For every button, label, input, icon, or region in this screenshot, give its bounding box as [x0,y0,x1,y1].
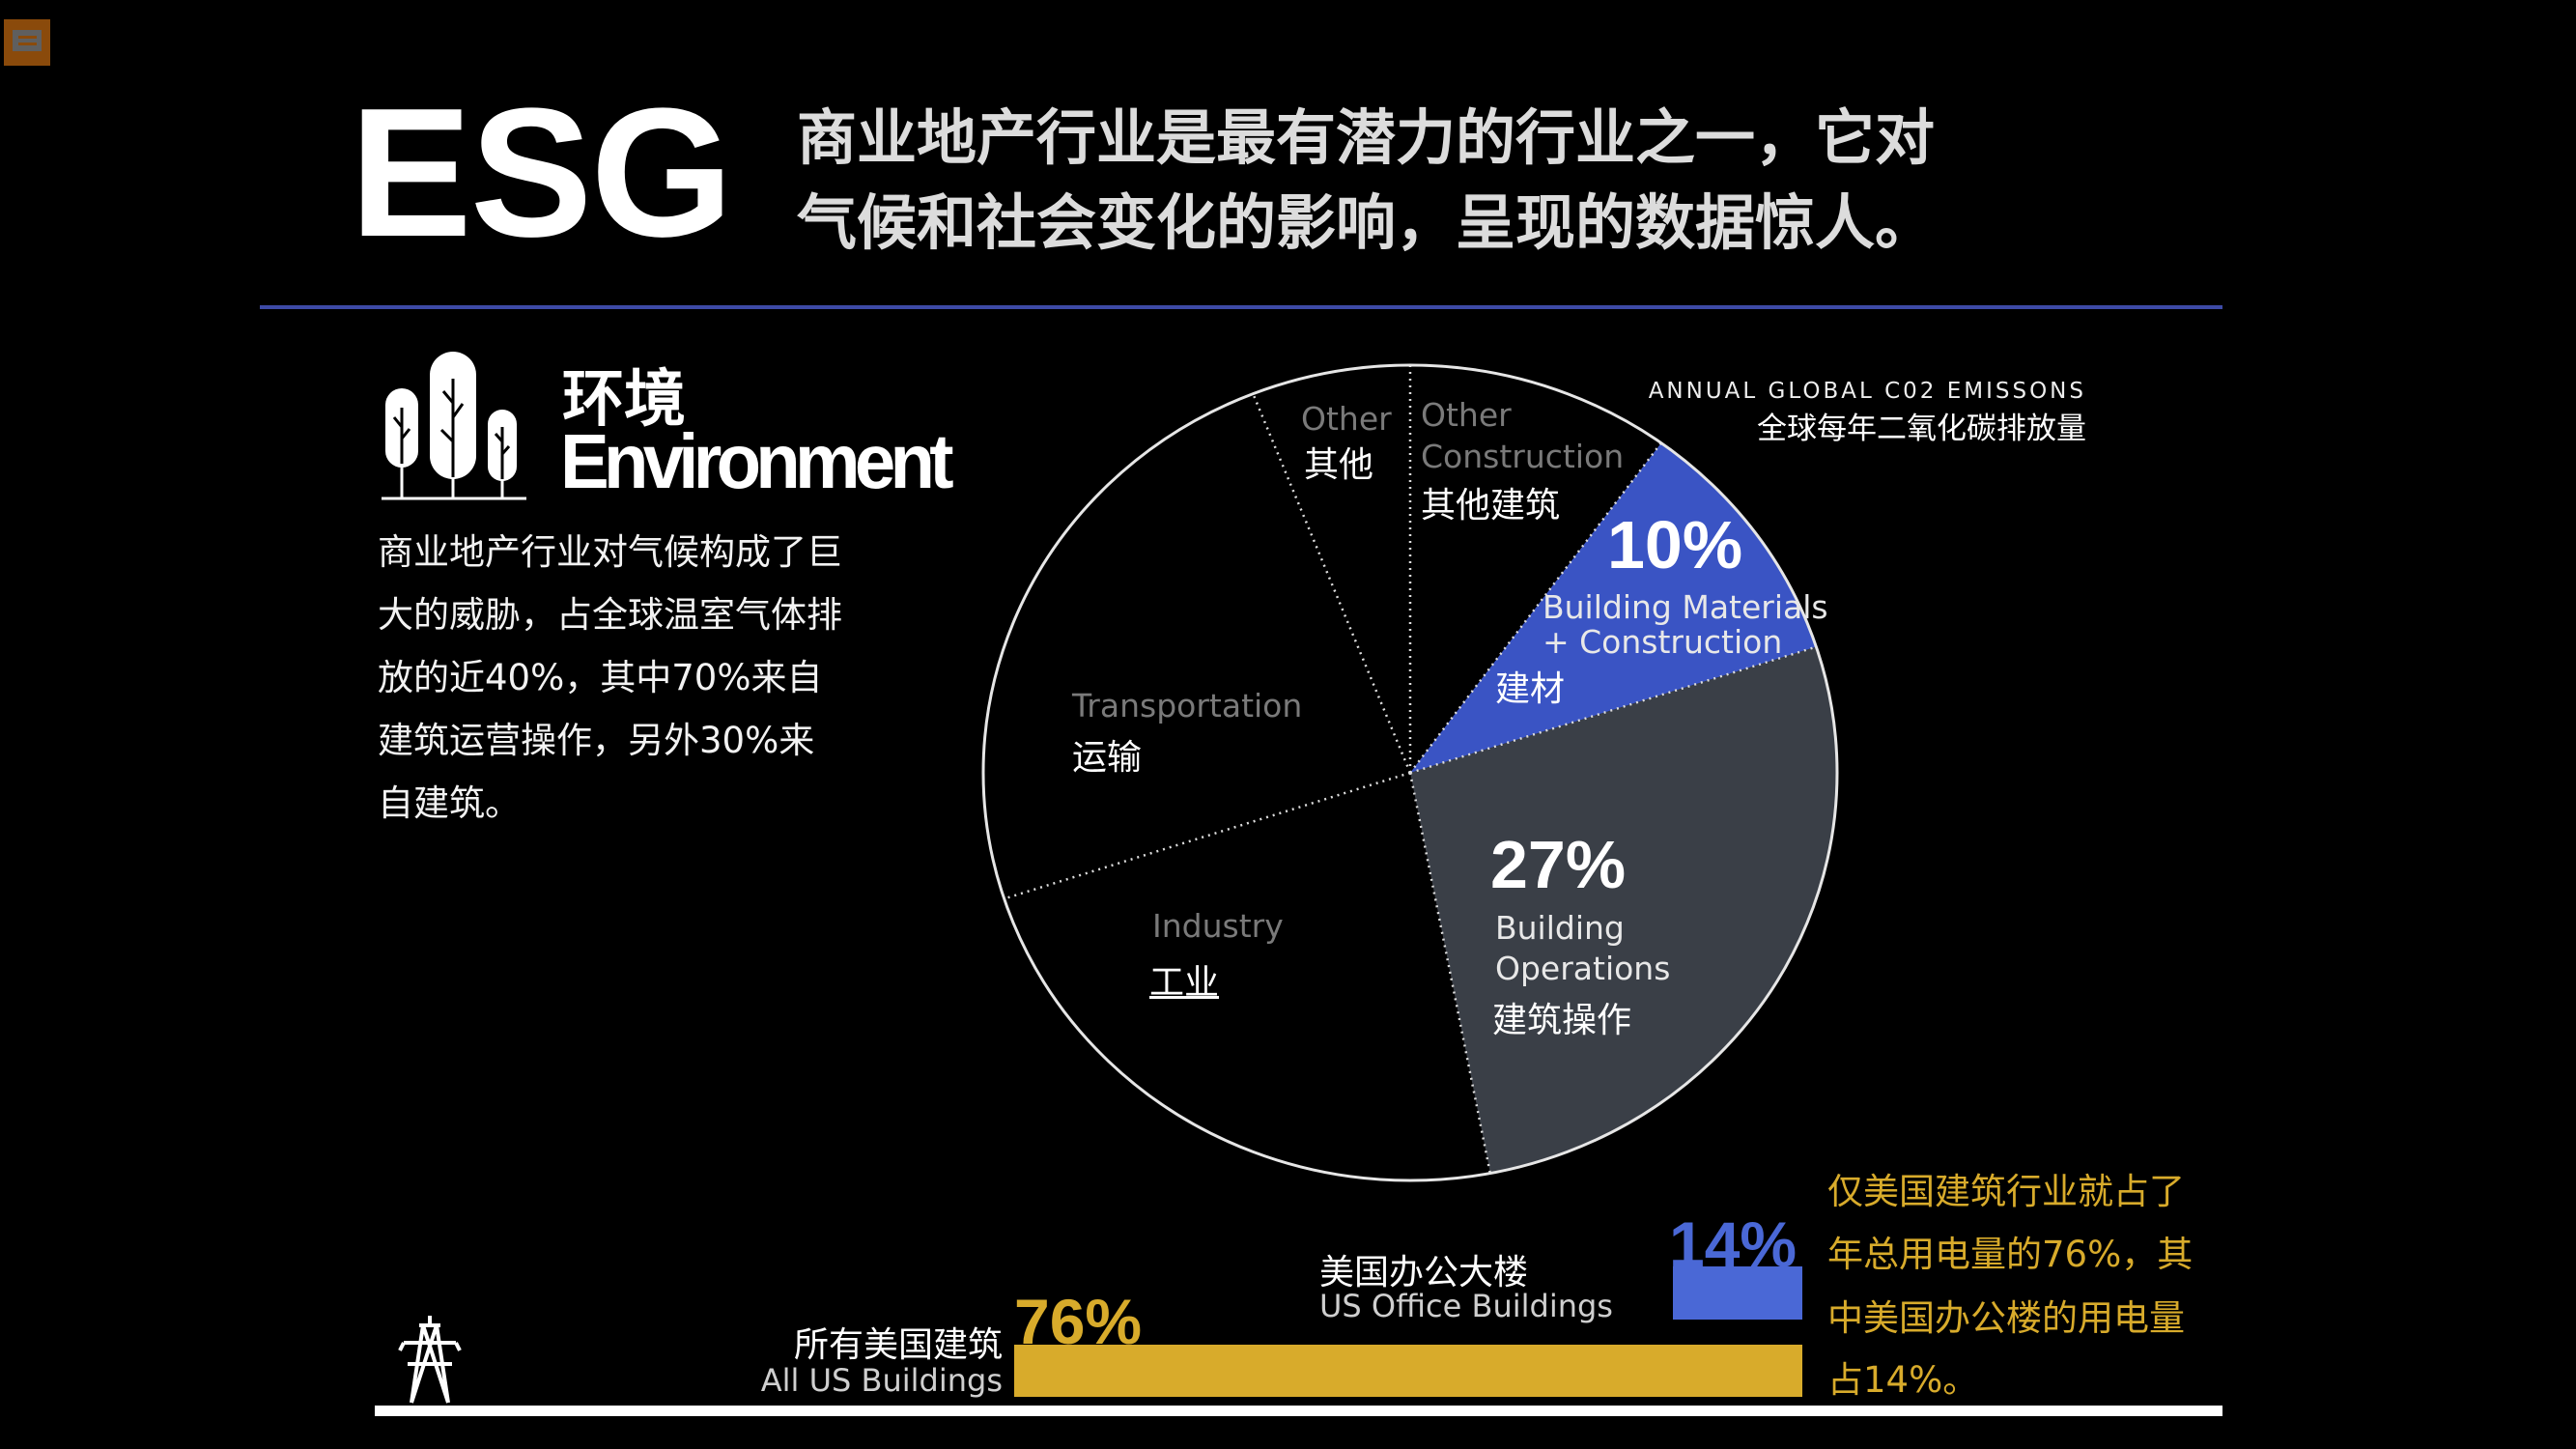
trees-icon [382,352,526,500]
paragraph-line: 大的威胁，占全球温室气体排 [378,594,842,636]
slice-label-cn-industry: 工业 [1149,963,1220,1003]
paragraph-line: 商业地产行业对气候构成了巨 [378,531,842,573]
bar-all-us-buildings [1014,1345,1802,1397]
slice-label-cn-building-operations: 建筑操作 [1492,1001,1632,1040]
slice-label-en-transportation: Transportation [1072,687,1303,724]
slice-label-en-industry: Industry [1152,907,1284,945]
pie-slice-industry [1004,773,1490,1180]
slice-label-cn-other: 其他 [1304,445,1374,485]
slice-label-en-building-operations: Building [1495,909,1625,947]
power-tower-icon [398,1316,462,1404]
environment-title-en: Environment [560,418,954,504]
bar-label-cn-us-office-buildings: 美国办公大楼 [1319,1253,1529,1293]
pie-slice-other-construction [1410,365,1661,773]
pie-slice-other [1253,365,1410,773]
chart-title: ANNUAL GLOBAL C02 EMISSONS [1648,379,2086,404]
bar-value-all-us-buildings: 76% [1014,1286,1143,1357]
pie-slice-transportation [983,393,1410,899]
paragraph-line: 自建筑。 [378,782,521,824]
paragraph-line: 放的近40%，其中70%来自 [378,657,823,698]
bar-us-office-buildings [1673,1266,1802,1320]
paragraph-line: 建筑运营操作，另外30%来 [378,720,815,761]
pie-slice-building-materials-construction [1410,442,1817,773]
bar-label-en-all-us-buildings: All US Buildings [760,1362,1003,1399]
header-divider [260,305,2222,309]
slice-label-en-other-construction: Construction [1421,438,1625,475]
slice-divider [1408,772,1492,1174]
chart-subtitle: 全球每年二氧化碳排放量 [1757,412,2086,446]
baseline [375,1406,2222,1416]
headline-line-1: 商业地产行业是最有潜力的行业之一，它对 [797,102,1936,173]
bar-label-cn-all-us-buildings: 所有美国建筑 [793,1325,1003,1365]
slice-label-en-building-materials: Building Materials [1543,588,1828,626]
pie-outline [981,363,1839,1182]
note-line: 占14%。 [1827,1359,1979,1401]
bar-value-us-office-buildings: 14% [1669,1208,1798,1280]
bar-label-en-us-office-buildings: US Office Buildings [1319,1288,1613,1324]
slice-label-en-other-construction: Other [1421,396,1512,434]
environment-title-cn: 环境 [562,364,686,436]
slice-label-cn-transportation: 运输 [1072,738,1143,778]
slice-label-cn-building-materials: 建材 [1495,669,1566,709]
slice-value-building-operations: 27% [1490,827,1627,902]
note-line: 年总用电量的76%，其 [1827,1234,2194,1275]
slice-label-en-building-operations: Operations [1495,950,1671,987]
chat-bubble-icon[interactable] [4,19,50,66]
slice-label-cn-other-construction: 其他建筑 [1421,486,1561,526]
headline-line-2: 气候和社会变化的影响，呈现的数据惊人。 [797,187,1936,258]
slice-label-en-building-materials: + Construction [1543,623,1783,661]
slice-divider [1409,441,1662,774]
slice-label-en-other: Other [1301,400,1392,438]
slice-value-building-materials: 10% [1607,507,1743,582]
brand-title: ESG [350,71,733,275]
note-line: 仅美国建筑行业就占了 [1827,1171,2185,1212]
note-line: 中美国办公楼的用电量 [1827,1297,2185,1339]
slice-divider [1252,393,1412,774]
